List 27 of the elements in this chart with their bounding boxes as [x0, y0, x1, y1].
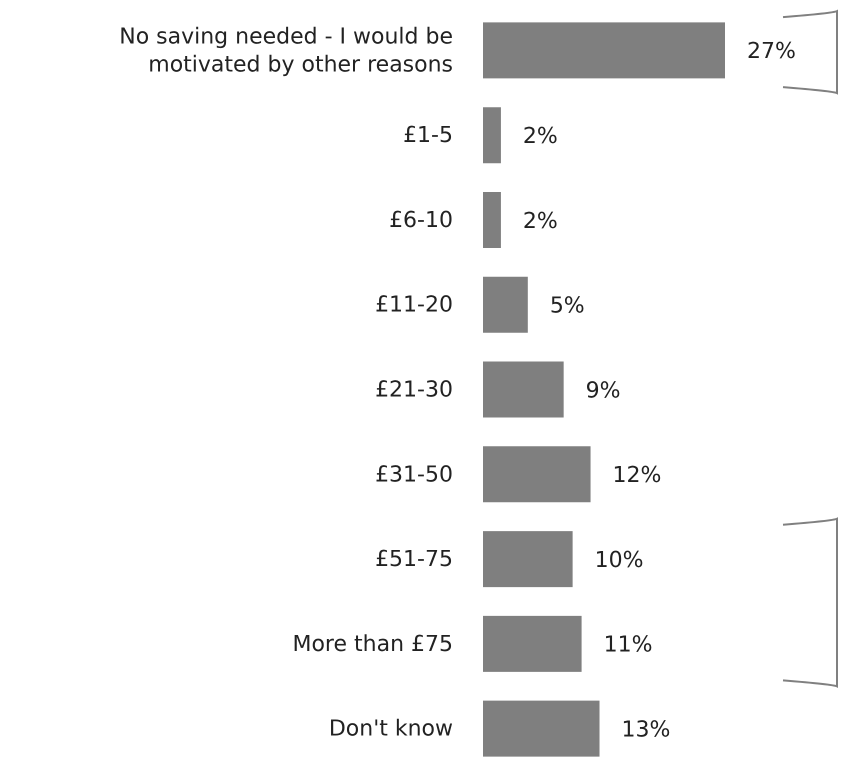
bar	[483, 107, 501, 164]
y-tick-label: £51-75	[375, 547, 453, 572]
bar	[483, 276, 528, 333]
y-tick-label: £31-50	[375, 462, 453, 488]
bar	[483, 192, 501, 248]
bar	[483, 531, 573, 588]
data-label: 2%	[522, 208, 558, 234]
data-label: 2%	[522, 124, 558, 149]
y-tick-label: Don't know	[328, 716, 453, 742]
bar	[483, 22, 725, 78]
y-tick-label: £1-5	[403, 123, 453, 148]
y-tick-label: £6-10	[389, 208, 453, 233]
bar	[483, 362, 564, 418]
data-label: 11%	[604, 632, 652, 658]
data-label: 9%	[586, 378, 621, 404]
bar	[483, 616, 582, 672]
bar	[483, 700, 600, 757]
y-tick-label: More than £75	[292, 632, 453, 657]
data-label: 12%	[612, 463, 662, 488]
y-tick-label: £21-30	[375, 378, 453, 402]
bar	[483, 446, 591, 502]
y-tick-label: No saving needed - I would be motivated by other reasons	[119, 24, 453, 78]
data-label: 27%	[747, 39, 796, 64]
data-label: 10%	[594, 548, 644, 573]
data-label: 5%	[550, 294, 585, 319]
data-label: 13%	[622, 717, 670, 742]
y-tick-label: £11-20	[375, 292, 453, 318]
